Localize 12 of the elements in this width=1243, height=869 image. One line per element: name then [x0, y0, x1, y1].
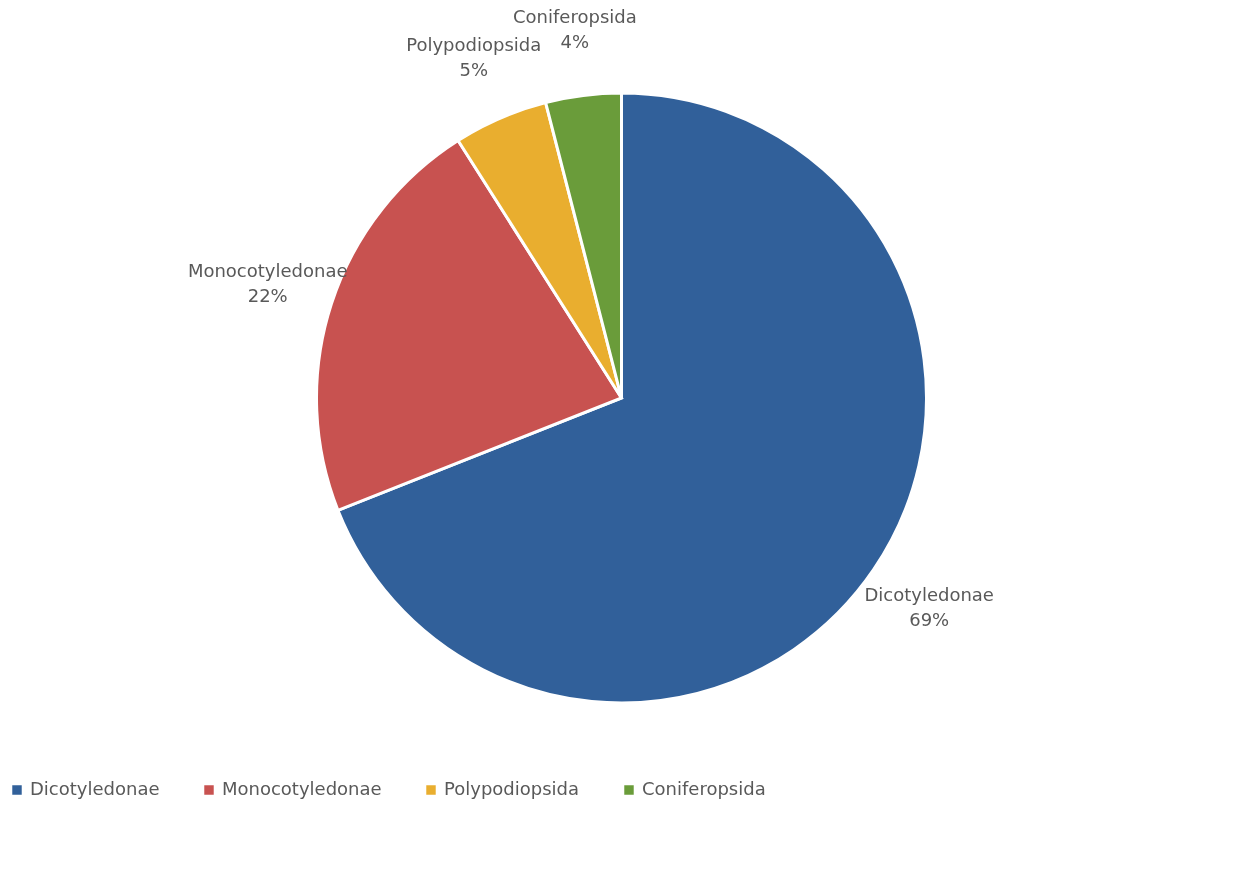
- slice-label: Polypodiopsida: [406, 33, 542, 55]
- legend-label: Monocotyledonae: [222, 778, 382, 799]
- data-label: 4%: [560, 30, 590, 52]
- data-label: 22%: [247, 285, 288, 307]
- slice-label: Coniferopsida: [513, 5, 637, 27]
- data-label: 69%: [909, 609, 950, 631]
- legend-label: Coniferopsida: [642, 778, 766, 799]
- slice-label: Monocotyledonae: [187, 260, 348, 282]
- slice-label: Dicotyledonae: [864, 584, 994, 606]
- legend-label: Polypodiopsida: [444, 778, 580, 799]
- legend-label: Dicotyledonae: [30, 778, 160, 799]
- data-label: 5%: [459, 58, 489, 80]
